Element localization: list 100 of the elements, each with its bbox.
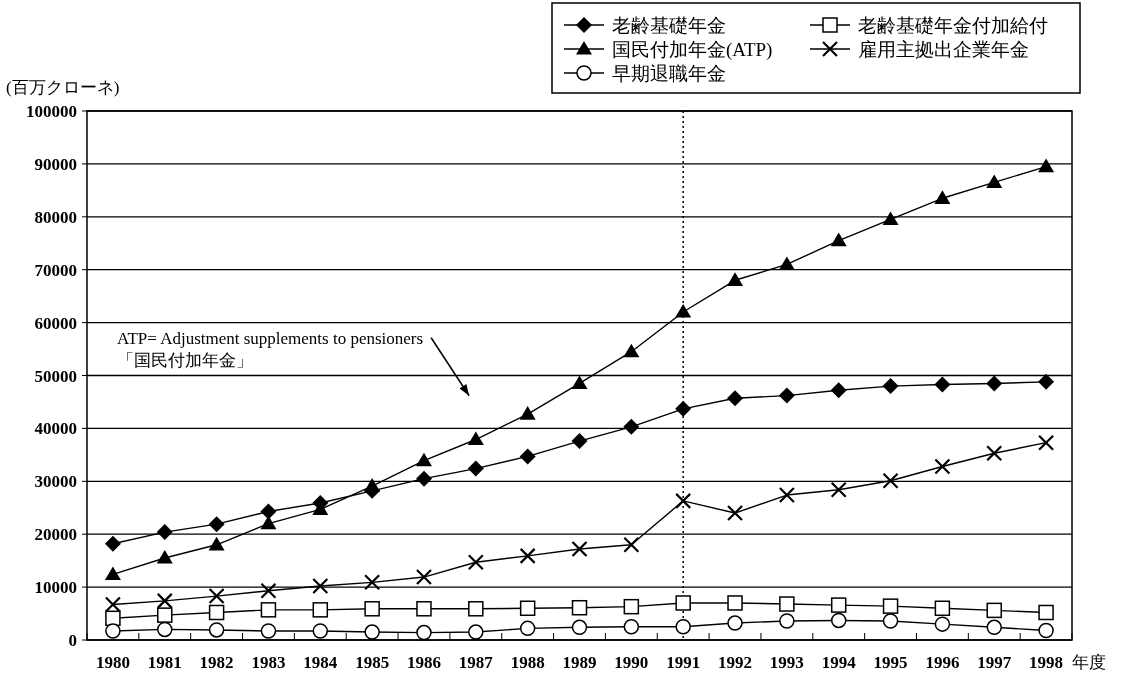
y-tick-label: 0 (68, 631, 77, 650)
legend-label: 早期退職年金 (612, 63, 726, 84)
x-axis-title: 年度 (1072, 653, 1107, 672)
y-tick-label: 10000 (34, 578, 77, 598)
x-tick-label: 1980 (95, 653, 130, 672)
y-tick-label: 100000 (26, 102, 77, 121)
annotation: ATP= Adjustment supplements to pensioners 「国民付加年金」 (117, 328, 424, 370)
point (934, 616, 951, 632)
x-tick-label: 1991 (666, 653, 701, 672)
point (571, 599, 588, 616)
x-tick-label: 1995 (873, 653, 908, 672)
point (779, 596, 795, 612)
x-tick-label: 1997 (977, 653, 1012, 672)
x-tick-label: 1985 (355, 653, 390, 672)
point (104, 566, 121, 580)
point (882, 211, 899, 226)
point (623, 536, 640, 553)
point (934, 458, 951, 475)
point (778, 256, 795, 271)
point (260, 623, 277, 639)
legend-label: 老齢基礎年金付加給付 (858, 15, 1048, 36)
point (416, 601, 432, 617)
y-tick-label: 80000 (34, 207, 77, 227)
point (727, 390, 744, 407)
point (415, 568, 433, 586)
point (726, 504, 744, 522)
x-tick-label: 1988 (510, 653, 545, 672)
point (468, 624, 484, 640)
point (1038, 622, 1054, 639)
y-tick-label: 30000 (34, 472, 77, 492)
point (105, 623, 121, 639)
point (364, 601, 380, 617)
point (416, 624, 432, 641)
point (312, 602, 329, 618)
y-tick-label: 70000 (34, 260, 77, 280)
point (882, 472, 899, 489)
point (1038, 158, 1055, 173)
point (519, 620, 536, 637)
point (571, 433, 588, 450)
point (468, 601, 484, 617)
point (312, 577, 329, 595)
point (934, 190, 951, 204)
point (1038, 604, 1054, 621)
point (467, 554, 484, 571)
point (104, 596, 122, 613)
y-tick-label: 90000 (34, 154, 77, 174)
point (312, 623, 329, 639)
point (208, 622, 225, 638)
x-tick-label: 1984 (303, 653, 338, 672)
point (675, 492, 692, 509)
x-tick-label: 1983 (251, 653, 286, 672)
point (260, 582, 277, 599)
point (1038, 373, 1055, 390)
point (934, 600, 951, 617)
point (986, 375, 1003, 392)
point (779, 613, 795, 629)
point (986, 602, 1002, 619)
legend-label: 雇用主拠出企業年金 (858, 39, 1029, 60)
y-tick-label: 50000 (34, 366, 77, 386)
legend-label: 老齢基礎年金 (612, 15, 726, 36)
point (208, 516, 225, 533)
point (415, 452, 432, 467)
point (519, 600, 536, 617)
point (675, 619, 691, 635)
x-tick-label: 1989 (562, 653, 597, 672)
x-tick-label: 1987 (458, 653, 494, 672)
point (882, 378, 899, 395)
x-tick-label: 1992 (718, 653, 753, 672)
point (156, 550, 173, 564)
x-tick-label: 1990 (614, 653, 649, 672)
point (727, 272, 744, 286)
point (571, 619, 588, 636)
point (571, 540, 588, 558)
point (623, 343, 640, 358)
point (830, 382, 847, 399)
point (364, 574, 381, 591)
point (882, 598, 899, 614)
y-tick-label: 20000 (34, 525, 77, 545)
point (934, 376, 951, 393)
point (571, 375, 588, 390)
point (675, 304, 692, 318)
point (623, 619, 640, 635)
point (623, 598, 640, 615)
point (156, 592, 173, 609)
point (157, 607, 173, 623)
point (156, 524, 173, 541)
x-tick-label: 1986 (406, 653, 441, 672)
point (208, 587, 225, 605)
point (830, 232, 847, 247)
x-tick-label: 1996 (925, 653, 960, 672)
x-tick-label: 1994 (821, 653, 857, 672)
point (727, 615, 743, 631)
point (830, 597, 847, 613)
point (208, 604, 225, 621)
point (467, 460, 484, 477)
point (778, 486, 795, 504)
point (519, 448, 536, 465)
point (260, 503, 277, 520)
point (157, 621, 173, 638)
point (1037, 434, 1055, 451)
